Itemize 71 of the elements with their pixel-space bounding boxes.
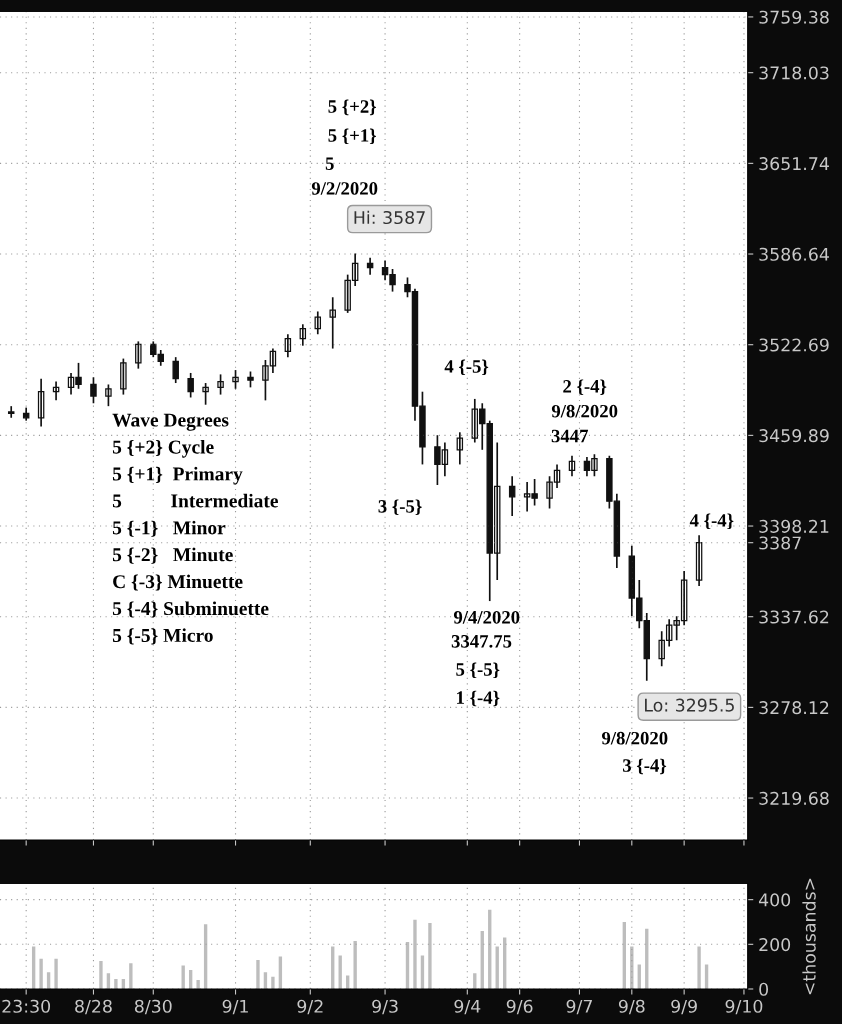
y-tick-label: 3522.69 <box>759 338 829 352</box>
annotation: 5 {-5} <box>456 662 500 679</box>
annotation: 5 {+2} Cycle <box>112 439 214 458</box>
annotation: 5 {+2} <box>328 99 377 116</box>
bar <box>196 980 200 989</box>
annotation: Wave Degrees <box>112 413 229 431</box>
bar <box>413 919 417 989</box>
y-tick-label: 3651.74 <box>759 157 829 171</box>
annotation: 9/8/2020 <box>551 404 618 418</box>
annotation: 5 {-4} Subminuette <box>112 601 269 618</box>
y-tick-label: 3586.64 <box>759 247 829 261</box>
annotation: 2 {-4} <box>563 379 607 395</box>
bar <box>697 946 701 989</box>
annotation: 5 {-2} Minute <box>112 547 233 564</box>
x-tick-label: 9/3 <box>372 999 398 1015</box>
annotation: 5 Intermediate <box>112 493 278 508</box>
annotation: 3447 <box>551 429 589 443</box>
annotation: 5 {+1} <box>328 128 377 145</box>
annotation: 4 {-4} <box>689 513 734 530</box>
candlestick <box>120 357 127 396</box>
annotation: 5 {-1} Minor <box>112 520 226 537</box>
x-tick-label: 9/1 <box>222 999 248 1015</box>
y-tick-label: 3759.38 <box>759 10 829 24</box>
annotation: 1 {-4} <box>457 690 500 707</box>
x-tick-label: 9/6 <box>506 999 533 1015</box>
candlestick <box>90 376 97 405</box>
annotation: 9/8/2020 <box>601 731 668 745</box>
bar <box>428 923 432 989</box>
y-tick-label: 3459.89 <box>759 429 829 443</box>
y-tick-label: 3398.21 <box>759 519 829 533</box>
annotation: 5 {-5} Micro <box>112 628 213 645</box>
y-tick-label: 0 <box>759 982 769 996</box>
annotation: Lo: 3295.5 <box>645 698 734 712</box>
bar <box>54 958 58 989</box>
candlestick <box>217 373 224 396</box>
annotation: 9/4/2020 <box>453 610 520 624</box>
x-tick-label: 9/2 <box>297 999 323 1015</box>
bar <box>129 963 133 989</box>
annotation: 5 <box>325 157 334 170</box>
y-tick-label: 3718.03 <box>759 66 829 80</box>
bar <box>114 978 118 989</box>
annotation: 4 {-5} <box>444 359 489 376</box>
x-tick-label: 8/30 <box>134 999 172 1015</box>
x-tick-label: 8/28 <box>75 999 112 1015</box>
annotation: 5 {+1} Primary <box>112 466 243 485</box>
y-tick-label: 3278.12 <box>759 701 829 715</box>
y-tick-label: 200 <box>759 938 791 952</box>
bar <box>271 976 275 989</box>
y-tick-label: 3337.62 <box>759 610 829 624</box>
bar <box>256 959 260 989</box>
candlestick <box>105 383 112 407</box>
bar <box>99 961 103 989</box>
x-tick-label: 9/4 <box>454 999 481 1015</box>
y-tick-label: 3219.68 <box>759 791 829 805</box>
annotation: 3347.75 <box>451 635 512 648</box>
x-tick-label: 9/7 <box>566 999 592 1015</box>
annotation: 9/2/2020 <box>311 182 378 195</box>
annotation: 3 {-4} <box>622 758 667 775</box>
bar <box>39 958 43 989</box>
x-tick-label: 9/10 <box>725 999 763 1015</box>
x-tick-label: 23:30 <box>2 999 51 1013</box>
x-tick-label: 9/8 <box>618 999 645 1015</box>
annotation: Hi: 3587 <box>354 210 425 225</box>
annotation: C {-3} Minuette <box>113 574 243 591</box>
bar <box>353 940 357 989</box>
annotation: 3 {-5} <box>378 499 422 516</box>
y-axis-title: <thousands> <box>802 878 816 995</box>
y-tick-label: 400 <box>758 893 791 907</box>
candlestick <box>187 372 194 399</box>
x-tick-label: 9/9 <box>671 999 697 1015</box>
y-tick-label: 3387 <box>759 536 801 550</box>
